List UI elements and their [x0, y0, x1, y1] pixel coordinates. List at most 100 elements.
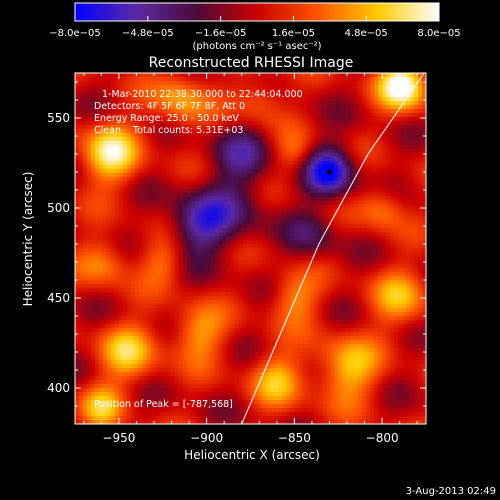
heatmap-cell [370, 104, 375, 110]
heatmap-cell [106, 156, 112, 162]
heatmap-cell [378, 192, 383, 198]
heatmap-cell [146, 276, 152, 282]
heatmap-cell [178, 268, 184, 274]
heatmap-cell [254, 104, 260, 110]
heatmap-cell [422, 244, 426, 250]
heatmap-cell [286, 172, 291, 178]
heatmap-cell [146, 204, 152, 210]
heatmap-cell [146, 184, 152, 190]
heatmap-cell [366, 208, 371, 214]
heatmap-cell [258, 84, 264, 90]
heatmap-cell [402, 192, 407, 198]
heatmap-cell [294, 192, 299, 198]
heatmap-cell [418, 184, 423, 190]
heatmap-cell [370, 200, 375, 206]
heatmap-cell [298, 84, 303, 90]
heatmap-cell [374, 196, 379, 202]
heatmap-cell [330, 108, 335, 114]
heatmap-cell [274, 156, 280, 162]
heatmap-cell [210, 192, 216, 198]
heatmap-cell [198, 208, 204, 214]
heatmap-cell [342, 204, 347, 210]
heatmap-cell [414, 160, 419, 166]
heatmap-cell [338, 164, 343, 170]
heatmap-cell [86, 73, 92, 78]
heatmap-cell [350, 216, 355, 222]
heatmap-cell [166, 172, 172, 178]
heatmap-cell [198, 240, 204, 246]
heatmap-cell [358, 212, 363, 218]
heatmap-cell [210, 224, 216, 230]
heatmap-cell [358, 236, 363, 242]
heatmap-cell [290, 196, 295, 202]
heatmap-cell [162, 240, 168, 246]
heatmap-cell [350, 256, 355, 262]
heatmap-cell [90, 73, 96, 78]
heatmap-cell [114, 112, 120, 118]
heatmap-cell [166, 200, 172, 206]
heatmap-cell [94, 284, 100, 289]
heatmap-cell [86, 288, 92, 293]
heatmap-cell [110, 116, 116, 122]
heatmap-cell [270, 112, 276, 118]
heatmap-cell [366, 184, 371, 190]
heatmap-cell [126, 256, 132, 262]
heatmap-cell [90, 80, 96, 86]
heatmap-cell [322, 172, 327, 178]
heatmap-cell [290, 104, 295, 110]
heatmap-cell [294, 128, 299, 134]
heatmap-cell [406, 284, 411, 289]
heatmap-cell [366, 96, 371, 102]
heatmap-cell [350, 76, 355, 82]
heatmap-cell [130, 220, 136, 226]
heatmap-cell [114, 92, 120, 98]
heatmap-cell [102, 100, 108, 106]
heatmap-cell [302, 136, 307, 142]
heatmap-cell [326, 264, 331, 270]
heatmap-cell [422, 176, 426, 182]
heatmap-cell [142, 196, 148, 202]
heatmap-cell [206, 88, 212, 94]
heatmap-cell [182, 172, 188, 178]
heatmap-cell [90, 244, 96, 250]
heatmap-cell [150, 272, 156, 278]
heatmap-cell [318, 212, 323, 218]
heatmap-cell [126, 212, 132, 218]
heatmap-cell [270, 184, 276, 190]
heatmap-cell [86, 112, 92, 118]
heatmap-cell [198, 73, 204, 78]
heatmap-cell [294, 104, 299, 110]
heatmap-cell [242, 232, 248, 238]
heatmap-cell [274, 212, 280, 218]
heatmap-cell [410, 276, 415, 282]
heatmap-cell [126, 176, 132, 182]
heatmap-cell [254, 192, 260, 198]
heatmap-cell [422, 192, 426, 198]
heatmap-cell [394, 268, 399, 274]
heatmap-cell [378, 120, 383, 126]
heatmap-cell [75, 196, 80, 202]
heatmap-cell [258, 108, 264, 114]
heatmap-cell [254, 136, 260, 142]
heatmap-cell [422, 112, 426, 118]
heatmap-cell [110, 228, 116, 234]
heatmap-cell [122, 220, 128, 226]
heatmap-cell [234, 116, 240, 122]
heatmap-cell [82, 100, 88, 106]
heatmap-cell [226, 244, 232, 250]
heatmap-cell [406, 116, 411, 122]
heatmap-cell [330, 196, 335, 202]
heatmap-cell [154, 180, 160, 186]
heatmap-cell [242, 136, 248, 142]
heatmap-cell [206, 284, 212, 289]
heatmap-cell [286, 212, 291, 218]
heatmap-cell [370, 76, 375, 82]
heatmap-cell [314, 212, 319, 218]
heatmap-cell [82, 284, 88, 289]
heatmap-cell [418, 120, 423, 126]
heatmap-cell [142, 152, 148, 158]
heatmap-cell [398, 92, 403, 98]
heatmap-cell [282, 100, 287, 106]
heatmap-cell [334, 176, 339, 182]
heatmap-cell [410, 112, 415, 118]
